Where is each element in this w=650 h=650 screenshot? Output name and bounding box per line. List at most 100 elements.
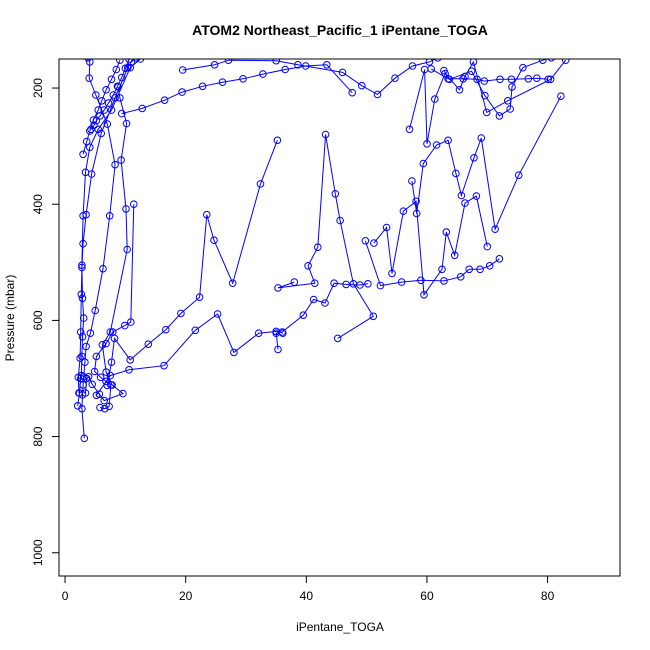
series-9 — [274, 130, 378, 343]
data-point — [330, 279, 338, 288]
y-tick-label: 600 — [31, 310, 45, 330]
data-point — [96, 373, 105, 382]
data-point — [376, 281, 385, 290]
data-point — [210, 61, 219, 69]
data-point — [160, 361, 168, 370]
data-point — [112, 65, 121, 74]
plot-frame — [58, 58, 621, 577]
data-point — [259, 70, 267, 78]
x-tick-label: 20 — [179, 589, 193, 603]
data-point — [78, 263, 86, 272]
series-14 — [427, 65, 553, 85]
data-point — [321, 299, 329, 307]
data-point — [107, 358, 116, 367]
data-point — [427, 65, 436, 73]
data-point — [323, 61, 331, 69]
data-point — [123, 245, 131, 254]
data-point — [480, 77, 489, 85]
data-point — [274, 284, 282, 292]
data-point — [452, 169, 460, 178]
data-point — [476, 265, 484, 274]
data-point — [116, 94, 124, 102]
data-point — [412, 197, 420, 206]
data-point — [321, 130, 330, 139]
data-point — [114, 83, 122, 91]
data-point — [86, 59, 94, 66]
data-point — [130, 200, 138, 208]
data-point — [78, 332, 87, 341]
data-point — [539, 59, 547, 64]
series-19 — [79, 59, 124, 159]
data-point — [195, 293, 204, 302]
data-point — [177, 309, 185, 318]
data-point — [417, 276, 425, 285]
data-point — [178, 88, 186, 96]
data-point — [117, 109, 126, 118]
data-point — [495, 254, 504, 263]
data-point — [445, 75, 454, 84]
data-point — [96, 403, 104, 412]
data-point — [507, 75, 516, 84]
data-point — [85, 74, 93, 82]
data-point — [336, 216, 344, 225]
data-point — [230, 348, 238, 357]
series-line — [430, 68, 549, 82]
data-point — [311, 279, 319, 288]
data-point — [485, 262, 494, 270]
series-17 — [117, 61, 357, 118]
data-point — [116, 59, 124, 64]
data-point — [74, 373, 83, 382]
x-tick-label: 40 — [300, 589, 314, 603]
data-point — [101, 404, 109, 413]
data-point — [432, 141, 441, 149]
data-point — [92, 391, 101, 400]
series-8 — [272, 279, 372, 354]
data-point — [461, 199, 469, 207]
data-point — [91, 306, 99, 315]
data-point — [125, 366, 133, 374]
x-axis-label: iPentane_TOGA — [296, 620, 384, 634]
data-point — [459, 75, 468, 83]
data-point — [290, 278, 299, 286]
data-point — [107, 75, 116, 84]
data-point — [82, 374, 91, 383]
series-10 — [361, 237, 504, 290]
data-point — [408, 62, 417, 70]
y-tick-label: 800 — [31, 426, 45, 446]
data-point — [198, 82, 207, 91]
data-point — [405, 125, 414, 134]
data-point — [84, 373, 93, 381]
data-point — [278, 328, 287, 336]
data-point — [86, 127, 94, 135]
data-point — [105, 402, 113, 411]
data-point — [496, 75, 504, 84]
data-point — [388, 269, 396, 278]
data-point — [113, 82, 122, 91]
data-point — [127, 318, 135, 326]
y-axis-label: Pressure (mbar) — [3, 275, 17, 362]
data-point — [132, 59, 140, 62]
series-line — [409, 59, 567, 144]
series-16 — [178, 59, 442, 99]
data-point — [370, 239, 378, 247]
data-point — [506, 105, 515, 113]
x-tick-label: 80 — [541, 589, 555, 603]
data-point — [84, 59, 92, 62]
data-point — [210, 236, 218, 244]
series-line — [182, 59, 437, 96]
data-point — [361, 237, 370, 245]
series-15 — [440, 59, 555, 120]
data-point — [472, 192, 481, 200]
data-point — [82, 137, 91, 146]
data-point — [519, 63, 527, 72]
data-point — [467, 67, 476, 75]
data-point — [77, 290, 86, 299]
data-point — [304, 262, 312, 270]
data-point — [76, 354, 84, 363]
chart-title: ATOM2 Northeast_Pacific_1 iPentane_TOGA — [192, 22, 488, 38]
series-line — [275, 282, 368, 350]
data-point — [102, 377, 110, 386]
data-point — [122, 205, 130, 213]
data-point — [79, 150, 87, 159]
